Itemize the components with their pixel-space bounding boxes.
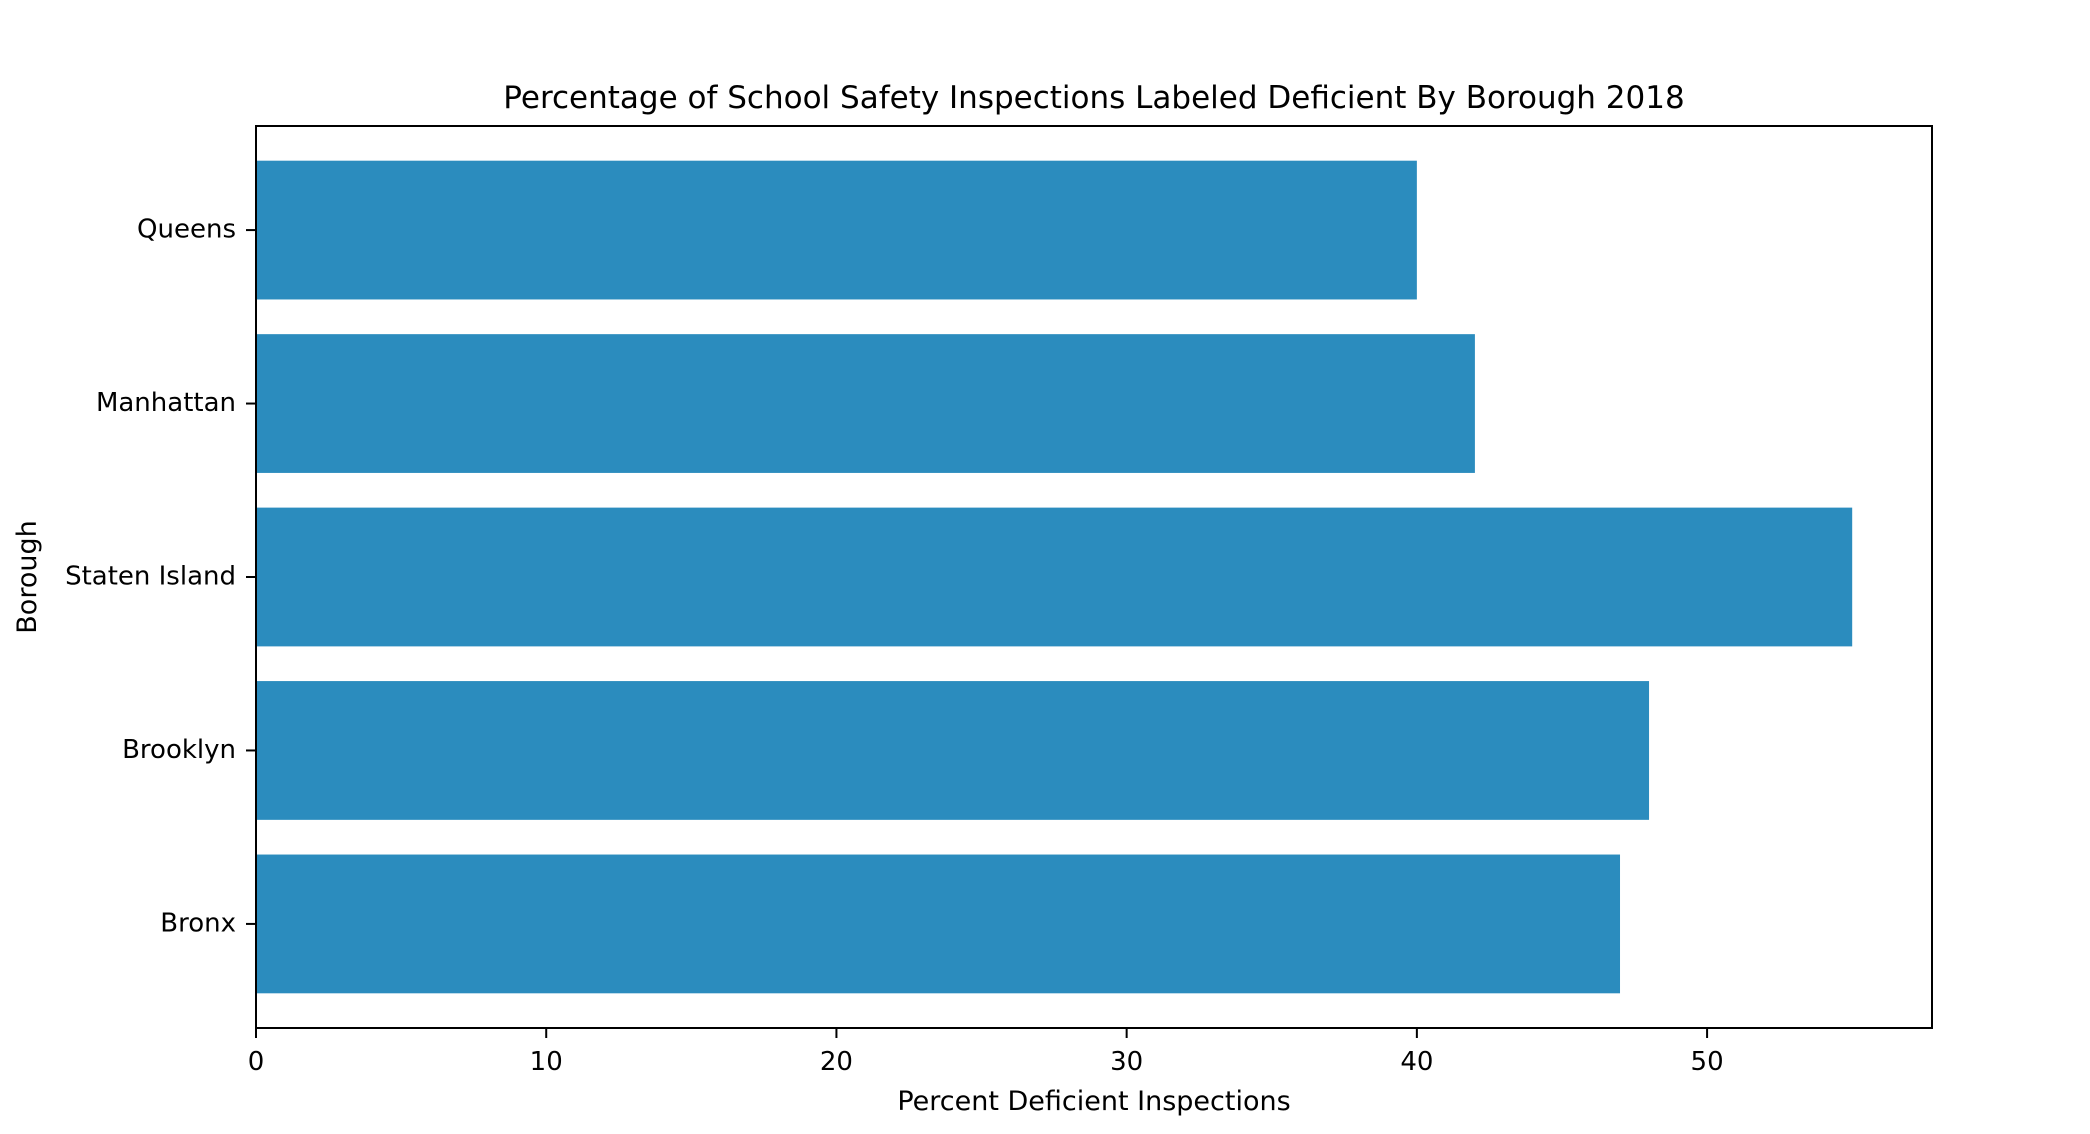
- bar-staten-island: [256, 507, 1853, 647]
- y-tick-label-brooklyn: Brooklyn: [122, 735, 236, 765]
- chart-title: Percentage of School Safety Inspections …: [503, 80, 1684, 116]
- x-tick-label-20: 20: [820, 1047, 853, 1077]
- y-tick-label-manhattan: Manhattan: [96, 388, 236, 418]
- y-tick-label-queens: Queens: [137, 215, 236, 245]
- x-tick-label-0: 0: [248, 1047, 265, 1077]
- y-tick-label-staten-island: Staten Island: [65, 562, 236, 592]
- plot-frame: [255, 125, 1933, 1029]
- x-tick-label-30: 30: [1110, 1047, 1143, 1077]
- x-tick-label-10: 10: [530, 1047, 563, 1077]
- bar-bronx: [256, 854, 1621, 994]
- x-tick-label-50: 50: [1691, 1047, 1724, 1077]
- bar-brooklyn: [256, 681, 1650, 820]
- bar-manhattan: [256, 334, 1475, 473]
- y-axis-ticks: Bronx Brooklyn Staten Island Manhattan Queen…: [65, 215, 256, 938]
- x-axis-ticks: 0 10 20 30 40 50: [248, 1028, 1724, 1077]
- x-axis-label: Percent Deficient Inspections: [897, 1086, 1290, 1117]
- bar-queens: [256, 160, 1417, 300]
- bars-group: [256, 160, 1853, 994]
- y-tick-label-bronx: Bronx: [160, 908, 236, 938]
- x-tick-label-40: 40: [1400, 1047, 1433, 1077]
- y-axis-label: Borough: [12, 520, 43, 633]
